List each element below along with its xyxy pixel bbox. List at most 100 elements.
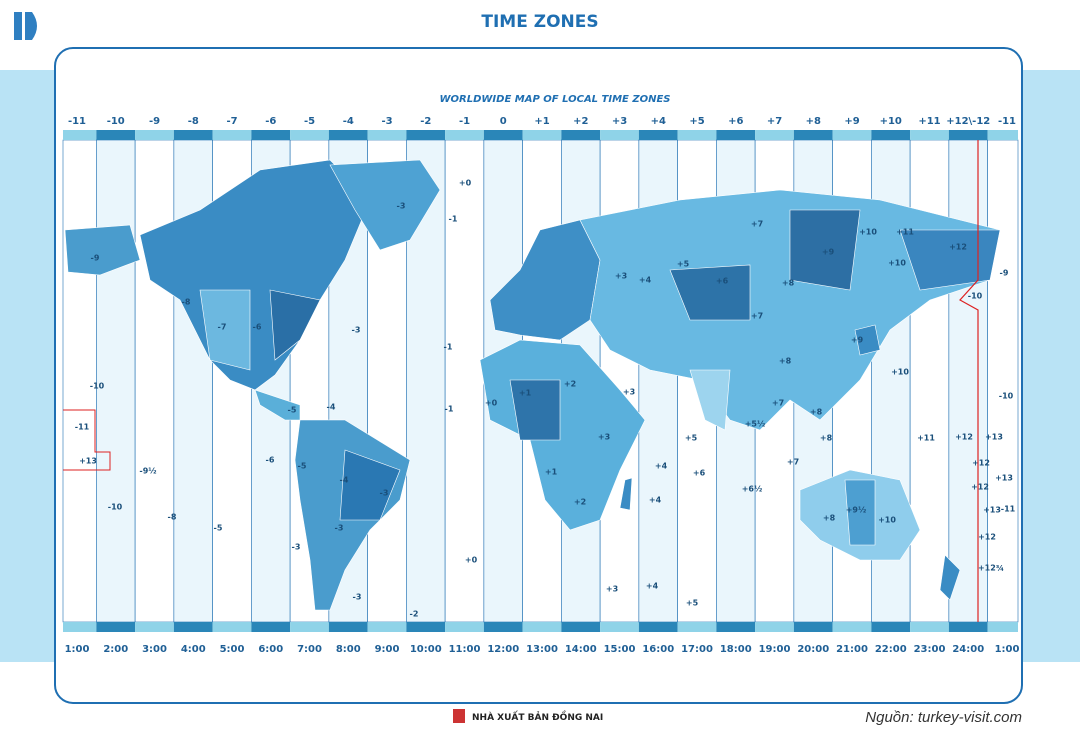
zone-label: +5½ xyxy=(745,419,766,429)
zone-label: +2 xyxy=(574,498,586,507)
zone-label: +7 xyxy=(751,220,763,229)
offset-label: +4 xyxy=(651,116,666,127)
bottom-strip xyxy=(483,622,523,632)
bottom-strip xyxy=(328,622,368,632)
top-strip xyxy=(987,130,1018,140)
time-label: 23:00 xyxy=(914,644,946,655)
zone-label: -2 xyxy=(410,610,419,619)
zone-label: +12 xyxy=(972,459,990,468)
zone-label: -1 xyxy=(449,215,458,224)
zone-label: +4 xyxy=(655,462,668,471)
zone-label: -3 xyxy=(397,202,406,211)
zone-label: +4 xyxy=(649,496,662,505)
time-label: 1:00 xyxy=(65,644,90,655)
offset-label: -2 xyxy=(420,116,431,127)
bottom-strip xyxy=(755,622,794,632)
top-strip xyxy=(367,130,407,140)
zone-label: -7 xyxy=(218,323,227,332)
offset-label: 0 xyxy=(500,116,507,127)
source: Nguồn: turkey-visit.com xyxy=(865,709,1022,726)
top-strip xyxy=(173,130,213,140)
date-line xyxy=(63,409,111,471)
zone-label: -3 xyxy=(380,489,389,498)
bottom-strip xyxy=(987,622,1018,632)
bottom-strip xyxy=(793,622,833,632)
top-strip xyxy=(135,130,174,140)
offset-label: -8 xyxy=(188,116,199,127)
time-label: 15:00 xyxy=(604,644,636,655)
zone-label: +12 xyxy=(955,433,973,442)
time-label: 21:00 xyxy=(836,644,868,655)
time-label: 5:00 xyxy=(220,644,245,655)
zone-label: +12¾ xyxy=(978,564,1004,573)
offset-label: -9 xyxy=(149,116,160,127)
offset-label: +7 xyxy=(767,116,782,127)
time-label: 20:00 xyxy=(797,644,829,655)
offset-label: -10 xyxy=(107,116,125,127)
time-label: 7:00 xyxy=(297,644,322,655)
bottom-strip xyxy=(910,622,949,632)
zone-label: +6 xyxy=(693,469,706,478)
top-strip xyxy=(406,130,446,140)
zone-label: +8 xyxy=(782,279,795,288)
zone-labels: -10-11+13-9½-10-8-5-6-5 -4-5-4-3-3-3-3-2-… xyxy=(75,179,1016,619)
zone-label: +11 xyxy=(896,228,914,237)
time-label: 24:00 xyxy=(952,644,984,655)
bottom-strip xyxy=(832,622,872,632)
bottom-strip xyxy=(251,622,291,632)
top-strip xyxy=(755,130,794,140)
top-strip xyxy=(483,130,523,140)
offset-label: -4 xyxy=(343,116,354,127)
zone-label: -10 xyxy=(999,392,1014,401)
zone-label: +13 xyxy=(79,457,97,466)
top-strip xyxy=(251,130,291,140)
publisher: NHÀ XUẤT BẢN ĐỒNG NAI xyxy=(472,710,603,723)
offset-label: -5 xyxy=(304,116,315,127)
top-strip xyxy=(522,130,562,140)
continents xyxy=(64,159,1001,611)
zone-label: +10 xyxy=(888,259,906,268)
top-strip xyxy=(600,130,639,140)
zone-column xyxy=(987,139,1019,623)
subtitle: WORLDWIDE MAP OF LOCAL TIME ZONES xyxy=(440,94,671,105)
bottom-strip xyxy=(638,622,678,632)
time-label: 8:00 xyxy=(336,644,361,655)
top-strip xyxy=(96,130,136,140)
top-strip xyxy=(871,130,911,140)
zone-label: +8 xyxy=(810,408,823,417)
bottom-strip xyxy=(871,622,911,632)
bottom-strip xyxy=(96,622,136,632)
zone-label: -5 xyxy=(214,524,223,533)
zone-label: -5 xyxy=(298,462,307,471)
bottom-strip xyxy=(63,622,97,632)
zone-label: +8 xyxy=(820,434,833,443)
zone-label: +4 xyxy=(639,276,652,285)
time-label: 12:00 xyxy=(487,644,519,655)
offset-label: -11 xyxy=(998,116,1016,127)
zone-label: -4 xyxy=(340,476,349,485)
zone-label: +0 xyxy=(459,179,472,188)
zone-label: -3 xyxy=(353,593,362,602)
zone-label: +6½ xyxy=(742,484,763,494)
time-label: 13:00 xyxy=(526,644,558,655)
zone-label: +5 xyxy=(686,599,699,608)
zone-label: +1 xyxy=(545,468,558,477)
bottom-strip xyxy=(716,622,756,632)
zone-label: +3 xyxy=(623,388,635,397)
zone-column xyxy=(134,139,175,623)
time-label: 3:00 xyxy=(142,644,167,655)
zone-label: +3 xyxy=(615,272,627,281)
zone-label: +4 xyxy=(646,582,659,591)
zone-label: -1 xyxy=(445,405,454,414)
zone-label: -9½ xyxy=(139,466,156,476)
offset-label: +10 xyxy=(880,116,902,127)
bottom-strip xyxy=(212,622,252,632)
logo xyxy=(14,12,37,40)
zone-label: -9 xyxy=(1000,269,1009,278)
time-label: 11:00 xyxy=(449,644,481,655)
time-label: 17:00 xyxy=(681,644,713,655)
bottom-strip xyxy=(522,622,562,632)
zone-label: -6 xyxy=(266,456,275,465)
zone-label: -8 xyxy=(182,298,191,307)
